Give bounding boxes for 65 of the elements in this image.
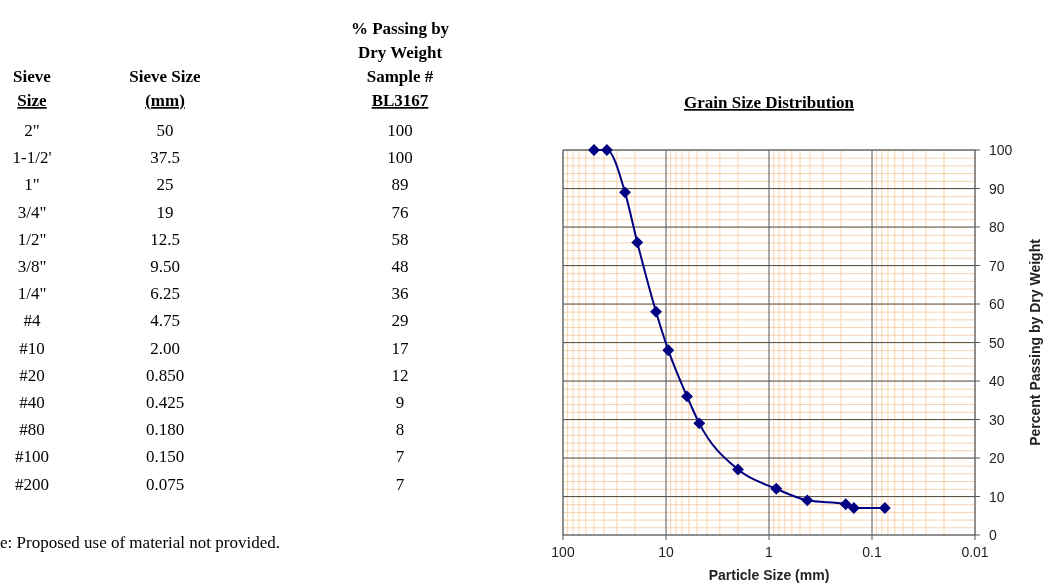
y-tick-label: 70 bbox=[989, 257, 1005, 274]
y-tick-label: 90 bbox=[989, 180, 1005, 197]
text: % Passing by Dry Weight Sample # BL3167 bbox=[350, 19, 450, 110]
text: 19 bbox=[156, 202, 174, 222]
text: #200 bbox=[15, 474, 49, 494]
text: 8 bbox=[395, 420, 405, 440]
text: 17 bbox=[391, 338, 409, 358]
text: 6.25 bbox=[150, 284, 180, 304]
text: 29 bbox=[391, 311, 409, 331]
y-tick-label: 80 bbox=[989, 219, 1005, 235]
text: 2" bbox=[24, 121, 40, 140]
text: 1-1/2' bbox=[12, 148, 52, 168]
x-tick-label: 0.1 bbox=[862, 544, 882, 560]
text: 25 bbox=[156, 175, 174, 195]
text: 48 bbox=[391, 257, 409, 276]
text: 0.075 bbox=[145, 474, 185, 494]
text: 58 bbox=[391, 229, 409, 249]
x-tick-label: 100 bbox=[551, 544, 575, 560]
text: 1" bbox=[24, 175, 40, 195]
y-tick-label: 40 bbox=[989, 373, 1005, 389]
text: 0.425 bbox=[145, 393, 185, 412]
text: 7 bbox=[395, 447, 405, 467]
x-tick-label: 0.01 bbox=[961, 544, 989, 560]
y-axis-title: Percent Passing by Dry Weight bbox=[1027, 238, 1043, 446]
text: 36 bbox=[391, 284, 409, 304]
text: #80 bbox=[19, 420, 45, 440]
y-tick-label: 50 bbox=[989, 334, 1005, 351]
text: #40 bbox=[19, 393, 45, 412]
text: 7 bbox=[395, 474, 405, 494]
text: Sieve Size (mm) bbox=[129, 67, 202, 110]
text: 100 bbox=[387, 148, 413, 168]
x-tick-label: 10 bbox=[658, 544, 674, 560]
chart-title: Grain Size Distribution bbox=[683, 93, 855, 112]
text: 1/2" bbox=[17, 229, 47, 249]
text: 9 bbox=[395, 393, 405, 412]
y-tick-label: 20 bbox=[989, 450, 1005, 466]
text: 9.50 bbox=[150, 257, 180, 276]
text: 1/4" bbox=[17, 284, 47, 304]
text: 89 bbox=[391, 175, 409, 195]
text: 37.5 bbox=[150, 148, 180, 168]
text: 76 bbox=[391, 202, 409, 222]
text: Sieve Size bbox=[13, 67, 52, 110]
x-tick-label: 1 bbox=[765, 544, 774, 560]
text: 0.180 bbox=[145, 420, 185, 440]
text: 3/8" bbox=[17, 257, 47, 276]
text: #100 bbox=[15, 447, 49, 467]
text: #10 bbox=[19, 338, 45, 358]
text: 12 bbox=[391, 365, 409, 385]
text: 0.150 bbox=[145, 447, 185, 467]
y-tick-label: 0 bbox=[989, 527, 997, 543]
text: 50 bbox=[156, 121, 174, 140]
text: #4 bbox=[23, 311, 41, 331]
text: e: Proposed use of material not provided. bbox=[0, 533, 280, 552]
y-tick-label: 10 bbox=[989, 488, 1005, 505]
text: 0.850 bbox=[145, 365, 185, 385]
y-tick-label: 100 bbox=[989, 142, 1013, 158]
y-tick-label: 30 bbox=[989, 411, 1005, 428]
text: 12.5 bbox=[150, 229, 180, 249]
text: 2.00 bbox=[150, 338, 180, 358]
text: 3/4" bbox=[17, 202, 47, 222]
text: #20 bbox=[19, 365, 45, 385]
y-tick-label: 60 bbox=[989, 296, 1005, 312]
x-axis-title: Particle Size (mm) bbox=[708, 567, 830, 583]
text: 100 bbox=[387, 121, 413, 140]
text: 4.75 bbox=[150, 311, 180, 331]
